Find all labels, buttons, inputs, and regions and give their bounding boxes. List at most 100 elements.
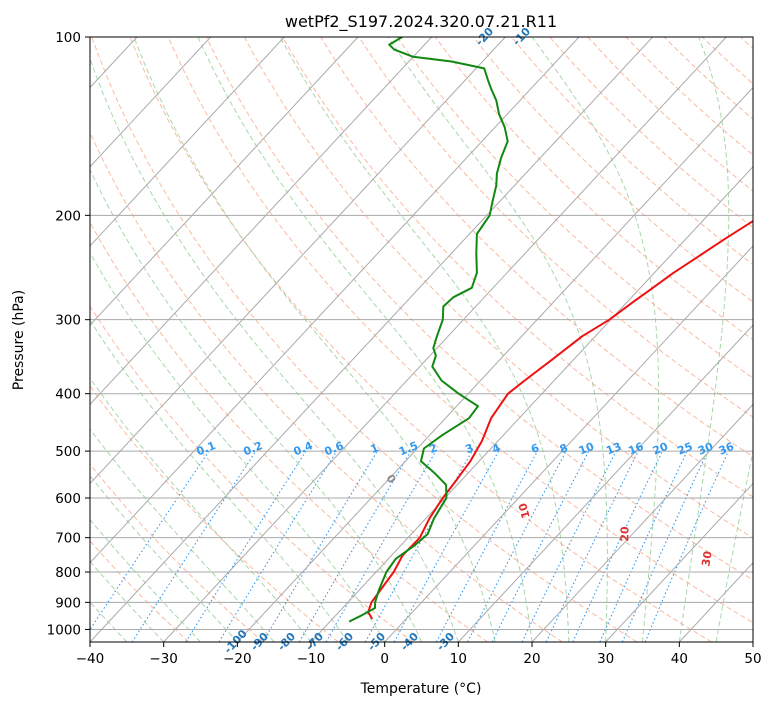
mixing-ratio-label: 4 xyxy=(490,441,502,456)
mixing-ratio-label: 0.1 xyxy=(195,439,218,458)
mixing-ratio-line xyxy=(521,450,617,642)
moist-adiabat-line xyxy=(90,474,238,642)
x-tick-label: 20 xyxy=(523,651,540,667)
mixing-ratio-label: 6 xyxy=(529,441,541,456)
mixing-ratio-label: 1 xyxy=(369,441,381,456)
skewed-isotherm-line xyxy=(457,324,753,642)
skewed-isotherm-line xyxy=(236,86,753,642)
mixing-ratio-label: 13 xyxy=(604,440,623,458)
dry-adiabat-line xyxy=(434,37,753,341)
profile-lines xyxy=(348,37,753,623)
dry-adiabat-line xyxy=(511,37,753,266)
mixing-ratio-line xyxy=(262,450,378,642)
dry-adiabat-line xyxy=(282,37,753,498)
mixing-ratio-label: 0.6 xyxy=(322,439,345,458)
mixing-ratio-line xyxy=(491,450,590,642)
mixing-ratio-line xyxy=(131,450,257,642)
y-tick-label: 500 xyxy=(55,444,81,460)
dry-adiabat-line xyxy=(91,37,638,642)
moist-adiabat-line xyxy=(90,518,201,642)
skewed-isotherm-line xyxy=(90,37,285,247)
skewed-isotherm-line xyxy=(531,403,753,642)
plot-frame xyxy=(89,36,754,643)
y-axis-ticks: 1000 900 800 700 600 500 400 300 200 100 xyxy=(47,30,90,638)
x-tick-label: 50 xyxy=(744,651,761,667)
y-tick-label: 900 xyxy=(55,595,81,611)
mixing-ratio-line xyxy=(599,450,688,642)
dry-adiabat-line xyxy=(90,305,414,642)
mixing-ratio-label: 2 xyxy=(427,441,439,456)
moist-adiabat-line xyxy=(387,37,608,642)
y-tick-label: 600 xyxy=(55,491,81,507)
moist-adiabat-line xyxy=(197,37,533,642)
moist-adiabat-label: 10 xyxy=(516,501,533,520)
mixing-ratio-label: 10 xyxy=(577,440,596,458)
moist-adiabat-label: 20 xyxy=(618,526,631,542)
dry-adiabat-line xyxy=(396,37,753,379)
mixing-ratio-line xyxy=(644,450,729,642)
dry-adiabat-line xyxy=(167,37,753,624)
skewed-isotherm-line xyxy=(678,562,753,642)
moist-adiabat-label: 0 xyxy=(384,471,399,485)
mixing-ratio-line xyxy=(90,450,210,631)
x-axis-ticks: −40 −30 −20 −10 0 10 20 30 40 50 xyxy=(76,642,762,667)
y-tick-label: 200 xyxy=(55,208,81,224)
moist-adiabat-line xyxy=(133,37,496,642)
dewpoint-profile-line xyxy=(348,37,509,623)
x-tick-label: −40 xyxy=(76,651,105,667)
skewed-isotherm-line xyxy=(90,37,359,326)
mixing-ratio-line xyxy=(572,450,663,642)
mixing-ratio-label: 30 xyxy=(696,440,715,458)
moist-adiabat-line xyxy=(90,168,422,642)
moist-adiabat-label: 30 xyxy=(699,550,714,568)
dry-adiabat-line xyxy=(320,37,753,458)
skewed-isotherm-line xyxy=(163,37,727,642)
y-tick-label: 1000 xyxy=(47,622,81,638)
mixing-ratio-line xyxy=(218,450,338,642)
mixing-ratio-line xyxy=(185,450,307,642)
dry-adiabat-line xyxy=(625,37,753,156)
mixing-ratio-label: 0.2 xyxy=(242,439,265,458)
mixing-ratio-label: 36 xyxy=(717,440,736,458)
skewed-isotherm-line xyxy=(90,37,506,485)
mixing-ratio-line xyxy=(364,450,473,642)
skewed-isotherm-line xyxy=(605,482,753,642)
x-axis-label: Temperature (°C) xyxy=(360,681,482,697)
moist-adiabat-line xyxy=(279,37,570,642)
x-tick-label: −30 xyxy=(149,651,178,667)
mixing-ratio-label: 20 xyxy=(651,440,670,458)
mixing-ratio-label: 3 xyxy=(464,441,476,456)
moist-adiabat-line xyxy=(715,448,753,642)
y-axis-label: Pressure (hPa) xyxy=(11,290,27,390)
x-tick-label: 0 xyxy=(380,651,389,667)
y-tick-label: 300 xyxy=(55,313,81,329)
skewed-isotherm-line xyxy=(384,245,753,642)
dry-adiabat-line xyxy=(90,540,190,642)
dry-adiabat-line xyxy=(244,37,753,539)
moist-adiabat-line xyxy=(90,251,386,642)
y-tick-label: 100 xyxy=(55,30,81,46)
x-tick-label: −20 xyxy=(223,651,252,667)
mixing-ratio-line xyxy=(393,450,500,642)
x-tick-label: 10 xyxy=(450,651,467,667)
dry-adiabat-line xyxy=(129,37,712,642)
y-tick-label: 400 xyxy=(55,387,81,403)
skewed-isotherm-line xyxy=(310,165,753,642)
dry-adiabat-line xyxy=(90,131,563,642)
mixing-ratio-label: 8 xyxy=(558,441,570,456)
moist-adiabat-label: 40 xyxy=(772,572,775,590)
mixing-ratio-label: 16 xyxy=(626,440,645,458)
skewed-isotherm-line xyxy=(0,37,63,642)
moist-adiabat-line xyxy=(90,377,312,642)
moist-adiabat-line xyxy=(90,319,349,642)
x-tick-label: 30 xyxy=(597,651,614,667)
dry-adiabat-line xyxy=(90,385,339,642)
y-tick-label: 700 xyxy=(55,531,81,547)
skewed-isotherm-line xyxy=(90,37,654,642)
dry-adiabat-line xyxy=(663,37,753,120)
mixing-ratio-line xyxy=(435,450,538,642)
x-tick-label: 40 xyxy=(671,651,688,667)
x-tick-label: −10 xyxy=(297,651,326,667)
dry-adiabat-line xyxy=(701,37,753,85)
